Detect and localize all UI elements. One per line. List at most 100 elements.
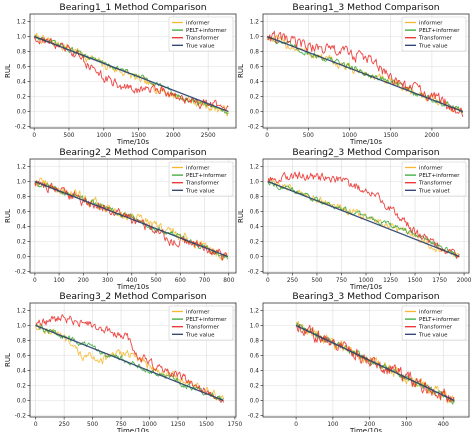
y-tick-label: -0.2 [248,125,260,131]
x-tick-label: 700 [199,278,210,284]
x-tick-label: 500 [150,278,161,284]
y-tick-label: 0.6 [250,210,260,216]
series-line-informer [267,178,460,259]
plot-series-group [33,32,229,117]
legend-label: Transformer [418,325,453,331]
y-tick-label: 0.0 [17,399,27,405]
legend-label: informer [186,166,210,172]
series-line-informer [33,32,229,117]
x-tick-label: 1500 [199,422,214,428]
x-axis-label: Time/10s [116,138,149,146]
legend-label: True value [418,332,448,338]
plot-frame [262,302,470,418]
x-tick-label: 200 [78,278,89,284]
legend-box [401,16,467,52]
y-tick-label: 0.8 [250,339,260,345]
y-tick-label: -0.2 [15,270,27,276]
legend-label: PELT+informer [419,28,460,34]
y-tick-label: 0.4 [17,225,27,231]
y-tick-label: 0.2 [17,240,27,246]
legend-label: Transformer [185,325,220,331]
plot-series-group [295,320,455,405]
x-tick-label: 500 [63,133,74,139]
x-tick-label: 750 [336,278,347,284]
y-tick-label: 1.0 [17,35,27,41]
y-tick-label: 0.4 [17,369,27,375]
x-axis-label: Time/10s [116,283,149,291]
x-tick-label: 1500 [383,133,398,139]
y-tick-label: 0.6 [250,65,260,71]
y-tick-label: 1.2 [250,165,260,171]
legend-label: PELT+informer [419,317,460,323]
chart-panel-3: 0 100 200 300 400 500 600 700 800 -0.2 0.0 0.2 0.4 0.… [4,147,237,291]
legend-label: PELT+informer [186,317,227,323]
x-tick-label: 250 [59,422,70,428]
plot-series-group [35,314,224,403]
legend-label: informer [186,21,210,27]
x-tick-label: 1250 [171,422,186,428]
x-tick-label: 500 [87,422,98,428]
legend-box [168,305,234,341]
plot-series-group [266,30,464,118]
y-tick-label: -0.2 [15,125,27,131]
y-tick-label: 0.4 [250,80,260,86]
y-tick-label: 1.0 [250,324,260,330]
x-tick-label: 1000 [142,422,157,428]
y-tick-label: 0.6 [250,354,260,360]
y-tick-label: 0.0 [17,110,27,116]
y-tick-label: 0.2 [250,95,260,101]
plot-series-group [267,171,460,259]
legend-label: PELT+informer [186,173,227,179]
legend-label: informer [419,21,443,27]
x-tick-label: 100 [54,278,65,284]
series-line-true [34,180,229,258]
y-tick-label: 0.8 [17,195,27,201]
x-tick-label: 1750 [227,422,242,428]
y-tick-label: 1.0 [250,35,260,41]
chart-title: Bearing3_2 Method Comparison [59,291,206,302]
chart-title: Bearing2_2 Method Comparison [59,147,206,158]
x-tick-label: 400 [438,422,449,428]
plot-frame [29,158,237,274]
series-line-transformer [34,180,229,261]
y-tick-label: 0.4 [250,225,260,231]
x-tick-label: 300 [401,422,412,428]
chart-panel-1: 0 500 1000 1500 2000 2500 -0.2 0.0 0.2 0.4 0.6 0.8 1… [4,2,237,146]
y-axis-label: RUL [237,64,245,78]
y-tick-label: 0.8 [17,50,27,56]
legend-label: Transformer [185,181,220,187]
x-tick-label: 2500 [201,133,216,139]
x-tick-label: 500 [303,133,314,139]
x-tick-label: 300 [102,278,113,284]
legend-label: Transformer [418,36,453,42]
legend-label: True value [185,43,215,49]
x-axis-label: Time/10s [349,283,382,291]
legend-label: PELT+informer [419,173,460,179]
x-axis-label: Time/10s [349,138,382,146]
x-tick-label: 1500 [131,133,146,139]
y-tick-label: 1.2 [250,20,260,26]
y-tick-label: 0.8 [250,50,260,56]
legend-label: True valuet [418,188,450,194]
legend-label: Transformer [418,181,453,187]
x-tick-label: 1750 [432,278,447,284]
x-tick-label: 2000 [166,133,181,139]
legend-label: informer [186,310,210,316]
x-tick-label: 800 [223,278,234,284]
y-tick-label: -0.2 [15,414,27,420]
y-tick-label: 1.2 [17,309,27,315]
x-tick-label: 1250 [383,278,398,284]
y-tick-label: 1.2 [250,309,260,315]
y-axis-label: RUL [4,209,12,223]
x-tick-label: 2000 [457,278,472,284]
x-tick-label: 1000 [342,133,357,139]
y-tick-label: 0.8 [17,339,27,345]
y-tick-label: 0.8 [250,195,260,201]
y-tick-label: 0.2 [250,384,260,390]
x-tick-label: 0 [34,422,38,428]
series-line-true [33,35,229,113]
